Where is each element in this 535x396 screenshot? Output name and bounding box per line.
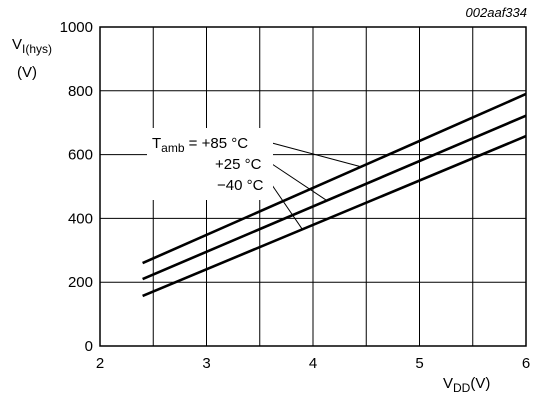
figure-code: 002aaf334 bbox=[466, 5, 527, 20]
y-tick-label: 400 bbox=[68, 210, 93, 227]
series-line-1 bbox=[142, 114, 527, 281]
leader-line-0 bbox=[271, 142, 362, 168]
x-axis-label: VDD(V) bbox=[443, 375, 490, 395]
x-tick-label: 5 bbox=[415, 355, 423, 372]
y-tick-label: 800 bbox=[68, 83, 93, 100]
x-tick-label: 6 bbox=[522, 355, 530, 372]
leader-line-2 bbox=[271, 184, 303, 230]
y-tick-label: 1000 bbox=[60, 19, 93, 36]
series-line-0 bbox=[142, 92, 527, 265]
x-tick-label: 2 bbox=[96, 355, 104, 372]
series-line-2 bbox=[142, 134, 527, 298]
tick-labels: 2 3 4 5 6 0 200 400 600 800 1000 bbox=[60, 19, 531, 372]
leader-line-1 bbox=[271, 163, 328, 201]
y-axis-unit: (V) bbox=[17, 64, 37, 81]
series-lines bbox=[142, 92, 527, 298]
x-tick-label: 4 bbox=[309, 355, 317, 372]
y-axis-label: VI(hys) bbox=[12, 36, 52, 56]
legend-background bbox=[147, 128, 273, 200]
legend-leader-lines bbox=[271, 142, 362, 230]
grid-lines bbox=[100, 27, 526, 346]
y-tick-label: 600 bbox=[68, 147, 93, 164]
y-tick-label: 0 bbox=[85, 338, 93, 355]
y-tick-label: 200 bbox=[68, 274, 93, 291]
legend-label-minus40: −40 °C bbox=[217, 177, 264, 194]
plot-frame bbox=[99, 26, 527, 347]
legend-label-25: +25 °C bbox=[215, 156, 262, 173]
legend-label-85: Tamb = +85 °C bbox=[152, 135, 248, 155]
x-tick-label: 3 bbox=[202, 355, 210, 372]
